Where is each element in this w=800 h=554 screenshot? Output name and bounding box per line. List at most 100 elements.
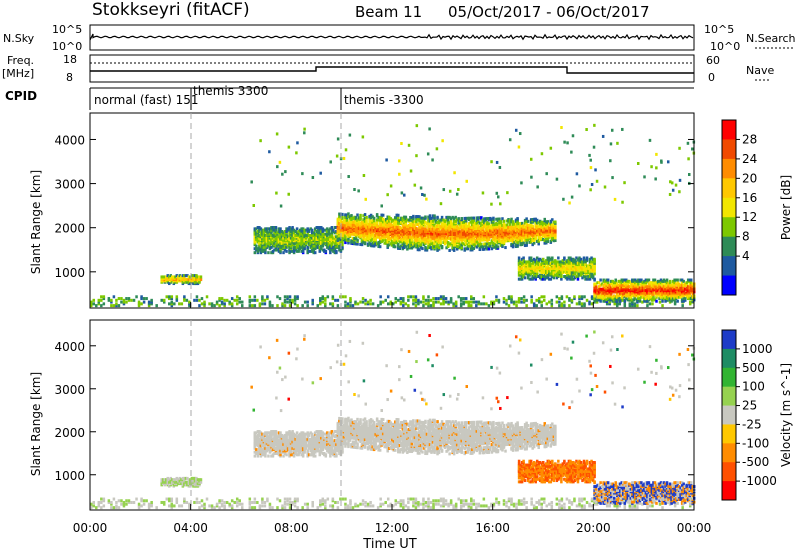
power-cell — [619, 299, 622, 303]
power-cell — [427, 295, 430, 299]
power-cell — [296, 297, 299, 301]
power-cell — [198, 298, 201, 302]
power-cell — [504, 223, 507, 227]
power-cell — [464, 219, 468, 223]
power-cell — [638, 278, 642, 282]
power-cell — [625, 278, 628, 282]
power-cell — [375, 213, 379, 217]
power-cell — [498, 237, 501, 241]
nsearch-label: N.Search — [746, 32, 796, 45]
power-cell — [461, 220, 465, 224]
power-cell — [363, 238, 367, 242]
power-cell — [531, 224, 534, 228]
power-cell — [433, 244, 436, 248]
power-cell — [611, 299, 614, 303]
power-cell — [510, 242, 513, 246]
power-cell — [535, 239, 539, 243]
power-cell — [354, 302, 357, 306]
power-cell — [540, 220, 543, 224]
power-cell — [525, 304, 528, 308]
power-cell — [177, 279, 180, 283]
power-cell — [324, 232, 328, 236]
power-cell — [409, 243, 412, 247]
power-cell — [403, 230, 406, 234]
power-cell — [480, 302, 483, 306]
power-cell — [537, 225, 540, 229]
power-cell — [531, 261, 534, 265]
power-cell — [588, 300, 591, 304]
power-cell — [481, 247, 485, 251]
power-cell — [462, 302, 465, 306]
power-cell — [418, 225, 421, 229]
power-cell — [403, 193, 406, 197]
velocity-cell — [97, 500, 101, 504]
power-cell — [446, 234, 450, 238]
power-cell — [312, 233, 315, 237]
power-cell — [443, 230, 447, 234]
power-cell — [303, 239, 306, 243]
power-cell — [641, 289, 645, 293]
power-cell — [324, 298, 327, 302]
power-cell — [578, 267, 581, 271]
power-cell — [377, 227, 380, 231]
power-cell — [578, 295, 581, 299]
power-cell — [578, 184, 581, 188]
power-cell — [288, 298, 292, 302]
power-cell — [638, 297, 642, 301]
power-cell — [650, 283, 654, 287]
power-cell — [662, 285, 666, 289]
power-cell — [612, 294, 616, 298]
power-cell — [363, 213, 367, 217]
power-cell — [407, 246, 411, 250]
power-cell — [673, 281, 676, 285]
power-cell — [578, 302, 581, 306]
power-cell — [283, 239, 287, 243]
power-cell — [526, 219, 530, 223]
power-cell — [474, 244, 477, 248]
power-cell — [276, 231, 279, 235]
power-cell — [277, 249, 281, 253]
power-cell — [341, 238, 344, 242]
power-cell — [309, 249, 312, 253]
power-cell — [507, 228, 510, 232]
power-cell — [162, 300, 166, 304]
beam-label: Beam 11 — [355, 3, 422, 21]
power-cell — [199, 275, 203, 279]
power-cell — [380, 218, 383, 222]
power-cell — [458, 224, 462, 228]
power-cell — [291, 236, 294, 240]
power-cell — [647, 282, 651, 286]
power-cell — [412, 222, 415, 226]
power-cell — [529, 230, 533, 234]
power-cell — [215, 300, 219, 304]
power-cell — [674, 282, 678, 286]
power-cell — [351, 239, 355, 243]
power-cell — [537, 261, 540, 265]
power-cell — [589, 166, 593, 170]
power-cell — [374, 242, 377, 246]
power-cell — [487, 224, 491, 228]
power-cell — [415, 233, 418, 237]
power-cell — [331, 295, 335, 299]
power-cell — [583, 302, 586, 306]
power-cell — [643, 294, 646, 298]
power-cell — [319, 171, 322, 175]
power-cell — [668, 297, 672, 301]
power-cell — [688, 173, 691, 177]
power-cell — [535, 221, 539, 225]
power-cell — [268, 227, 272, 231]
power-cell — [415, 124, 419, 128]
power-cell — [501, 230, 504, 234]
power-cell — [563, 275, 566, 278]
power-cell — [496, 217, 500, 221]
power-cell — [394, 222, 397, 226]
freq-label: Freq. — [7, 54, 34, 67]
power-cell — [428, 127, 431, 131]
power-cell — [422, 295, 425, 299]
power-cell — [649, 291, 652, 295]
power-cell — [540, 152, 544, 156]
power-cell — [475, 245, 479, 249]
power-cell — [590, 302, 594, 306]
power-cell — [584, 259, 587, 263]
nave-label: Nave — [746, 64, 774, 77]
